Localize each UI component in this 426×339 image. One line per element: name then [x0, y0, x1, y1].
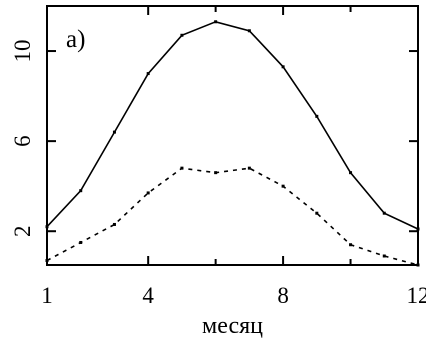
series-1-point: [247, 29, 251, 33]
series-1-point: [214, 20, 218, 24]
x-tick-label: 8: [277, 283, 289, 308]
x-axis-title: месяц: [202, 313, 263, 339]
series-2-point: [315, 211, 319, 215]
series-1-point: [315, 114, 319, 118]
series-2-line: [46, 167, 419, 266]
y-tick-label: 6: [10, 135, 35, 147]
series-1-point: [281, 65, 285, 69]
series-2-point: [382, 254, 386, 258]
series-2-point: [349, 243, 353, 247]
x-tick-label: 1: [41, 283, 53, 308]
series-1-point: [349, 171, 353, 175]
x-tick-label: 12: [407, 283, 426, 308]
series-1-point: [180, 33, 184, 37]
panel-label: a): [66, 26, 85, 53]
series-1-point: [79, 189, 83, 193]
y-tick-label: 2: [10, 225, 35, 237]
series-2-point: [112, 222, 116, 226]
y-tick-label: 10: [10, 40, 35, 63]
series-2-point: [180, 166, 184, 170]
series-1-point: [382, 211, 386, 215]
series-2-point: [247, 166, 251, 170]
series-2-point: [146, 191, 150, 195]
series-layer: [45, 20, 420, 267]
series-1-point: [112, 130, 116, 134]
series-1-point: [146, 72, 150, 76]
series-1-line: [46, 20, 419, 230]
series-2-point: [281, 184, 285, 188]
series-2-point: [214, 171, 218, 175]
plot-frame: [46, 5, 419, 266]
series-2-point: [79, 240, 83, 244]
x-tick-label: 4: [142, 283, 154, 308]
